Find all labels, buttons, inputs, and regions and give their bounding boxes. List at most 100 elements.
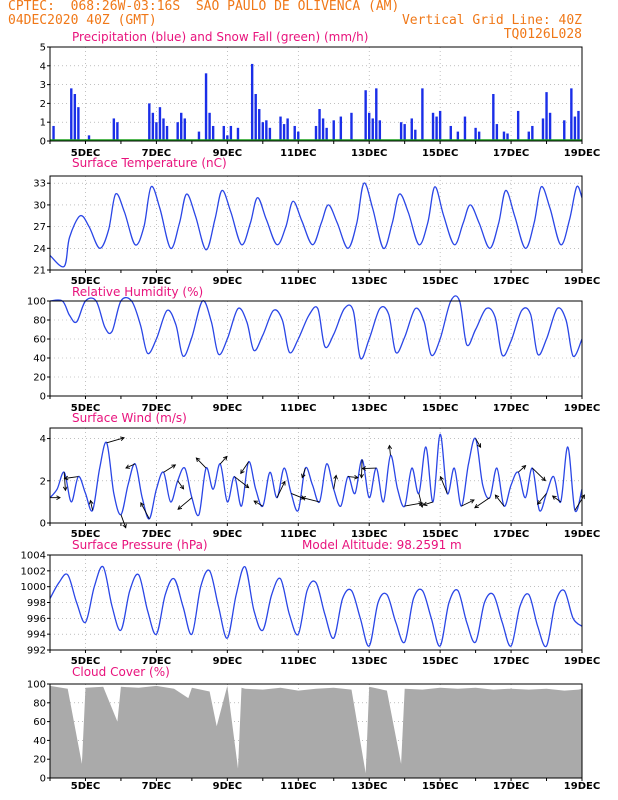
humidity-xtick-label: 19DEC — [564, 403, 600, 414]
precipitation-bar — [545, 92, 548, 141]
precipitation-bar — [297, 131, 300, 141]
wind-arrow-head — [125, 464, 131, 469]
pressure-ytick-label: 1002 — [21, 566, 46, 577]
precipitation-bar — [339, 116, 343, 141]
precipitation-bar — [155, 122, 158, 141]
precipitation-bar — [325, 127, 328, 141]
wind-arrow — [440, 476, 448, 494]
precipitation-bar — [87, 135, 91, 141]
temperature-xtick-label: 17DEC — [493, 276, 529, 287]
precipitation-bar — [548, 112, 552, 141]
precipitation-bar — [563, 120, 566, 141]
precipitation-ytick-label: 3 — [40, 80, 46, 91]
cloud-xtick-label: 11DEC — [280, 781, 316, 792]
temperature-line — [49, 182, 583, 268]
temperature-ytick-label: 24 — [33, 244, 46, 255]
precipitation-bar — [332, 120, 335, 141]
precipitation-bar — [279, 116, 282, 141]
precipitation-bar — [258, 109, 261, 141]
temperature-ytick-label: 21 — [33, 266, 46, 277]
header-init-time: 04DEC2020 40Z (GMT) — [8, 13, 157, 28]
wind-arrow-head — [171, 464, 177, 469]
precipitation-bar — [364, 90, 367, 141]
wind-arrow — [347, 476, 358, 479]
cloud-ytick-label: 40 — [33, 736, 46, 747]
precipitation-bar — [438, 110, 442, 141]
temperature-ytick-label: 27 — [33, 222, 46, 233]
precipitation-bar — [286, 118, 289, 141]
wind-ytick-label: 4 — [40, 434, 46, 445]
wind-arrow-head — [63, 475, 69, 481]
wind-ytick-label: 0 — [40, 519, 46, 530]
pressure-ytick-label: 992 — [27, 646, 46, 657]
temperature-frame — [49, 175, 583, 271]
humidity-xtick-label: 11DEC — [280, 403, 316, 414]
precipitation-bar — [527, 131, 530, 141]
wind-arrow-head — [541, 476, 546, 482]
precipitation-ytick-label: 0 — [40, 137, 46, 148]
precipitation-bar — [495, 124, 499, 141]
wind-arrow — [494, 494, 505, 507]
pressure-line — [49, 565, 583, 648]
wind-arrow-head — [422, 501, 428, 507]
precipitation-bar — [112, 118, 116, 141]
wind-arrow — [532, 467, 546, 481]
precipitation-xtick-label: 15DEC — [422, 148, 458, 159]
humidity-xtick-label: 13DEC — [351, 403, 387, 414]
wind-arrow-head — [476, 443, 482, 449]
precipitation-bar — [180, 112, 183, 141]
temperature-xtick-label: 11DEC — [280, 276, 316, 287]
temperature-xtick-label: 15DEC — [422, 276, 458, 287]
precipitation-bar — [431, 112, 435, 141]
wind-xtick-label: 11DEC — [280, 529, 316, 540]
precipitation-bar — [70, 88, 73, 141]
wind-arrow-head — [88, 499, 94, 505]
precipitation-bar — [414, 129, 417, 141]
wind-arrow — [301, 467, 306, 478]
wind-arrow-head — [301, 496, 307, 501]
cloud-panel: 0 20 40 60 80 100 5DEC 7DEC 9DEC 11DEC 13DEC 15DEC 1… — [27, 665, 600, 792]
pressure-xtick-label: 7DEC — [142, 656, 171, 667]
wind-arrow — [140, 502, 150, 519]
precipitation-bar — [250, 63, 254, 141]
header-vertical-grid-line: Vertical Grid Line: 40Z — [401, 13, 582, 28]
wind-arrow — [333, 475, 337, 490]
precipitation-bar — [229, 125, 233, 141]
wind-arrow-head — [333, 474, 338, 480]
cloud-ytick-label: 20 — [33, 755, 46, 766]
wind-arrow-head — [177, 505, 183, 510]
precipitation-bar — [577, 110, 580, 141]
precipitation-bar — [158, 107, 162, 141]
wind-xtick-label: 13DEC — [351, 529, 387, 540]
wind-arrow — [177, 497, 193, 510]
cloud-xtick-label: 9DEC — [213, 781, 242, 792]
wind-arrow-head — [354, 474, 359, 480]
precipitation-bar — [403, 124, 406, 141]
wind-title: Surface Wind (m/s) — [72, 411, 187, 425]
wind-arrow-head — [551, 495, 557, 500]
cloud-frame — [49, 683, 583, 779]
wind-arrow — [64, 476, 79, 479]
precipitation-bar — [148, 103, 151, 141]
precipitation-frame — [49, 46, 583, 142]
precipitation-bar — [474, 127, 477, 141]
wind-arrow-head — [240, 469, 245, 475]
precipitation-bar — [449, 125, 452, 141]
wind-arrow-head — [387, 444, 393, 450]
wind-arrow — [196, 457, 207, 469]
temperature-panel: 21 24 27 30 33 5DEC 7DEC 9DEC 11DEC 13DEC 15DEC 17D… — [33, 156, 600, 287]
precipitation-bar — [236, 127, 240, 141]
wind-ytick-label: 2 — [40, 476, 46, 487]
pressure-xtick-label: 11DEC — [280, 656, 316, 667]
precipitation-xtick-label: 7DEC — [142, 148, 171, 159]
precipitation-bar — [151, 112, 155, 141]
wind-arrow-head — [439, 475, 444, 481]
wind-arrow-head — [179, 484, 185, 490]
precipitation-title: Precipitation (blue) and Snow Fall (gree… — [72, 30, 368, 44]
temperature-title: Surface Temperature (nC) — [72, 156, 227, 170]
humidity-ytick-label: 80 — [33, 316, 46, 327]
precipitation-bar — [570, 88, 573, 141]
temperature-xtick-label: 9DEC — [213, 276, 242, 287]
precipitation-bar — [265, 120, 268, 141]
wind-arrow-head — [62, 486, 68, 492]
